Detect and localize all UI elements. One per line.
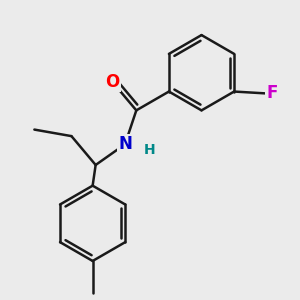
Text: O: O bbox=[105, 73, 119, 91]
Text: F: F bbox=[266, 84, 278, 102]
Text: N: N bbox=[118, 135, 132, 153]
Text: H: H bbox=[144, 143, 155, 157]
